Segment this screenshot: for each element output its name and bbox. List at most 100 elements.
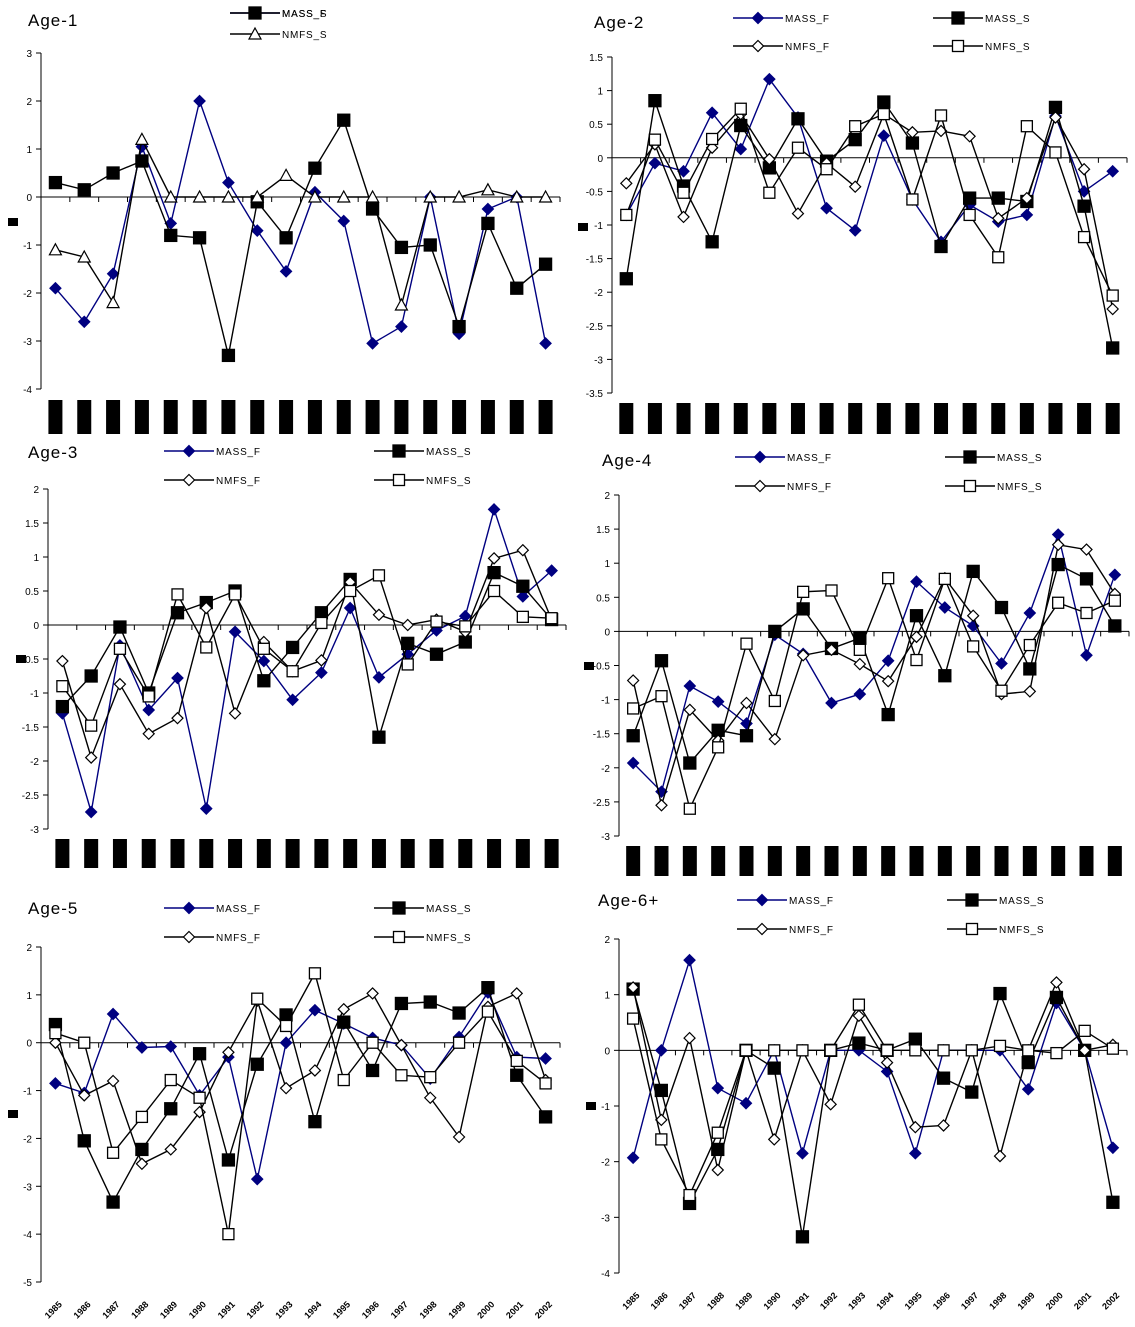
- point-nmfs-f: [937, 1119, 950, 1132]
- point-nmfs-s: [1022, 1044, 1035, 1057]
- x-tick-label-obscured: [343, 839, 358, 868]
- x-tick-label-obscured: [705, 403, 720, 434]
- point-mass-s: [962, 191, 977, 205]
- point-nmfs-s: [337, 1073, 350, 1087]
- point-mass-s: [619, 272, 633, 286]
- x-tick-label-obscured: [733, 403, 748, 434]
- point-nmfs-s: [963, 208, 976, 222]
- x-tick-label-obscured: [876, 403, 891, 434]
- x-tick-label-obscured: [767, 846, 782, 876]
- point-nmfs-s: [200, 641, 213, 654]
- series-line-nmfs-f: [54, 992, 547, 1165]
- x-tick-label-obscured: [934, 403, 949, 434]
- point-nmfs-s: [452, 189, 467, 203]
- x-tick-label-obscured: [711, 846, 726, 876]
- point-mass-s: [164, 1102, 178, 1116]
- legend-marker: [182, 930, 196, 944]
- legend-marker: [182, 901, 196, 915]
- point-mass-f: [222, 176, 235, 189]
- x-tick-label-obscured: [538, 400, 553, 434]
- point-nmfs-s: [452, 1036, 466, 1049]
- point-nmfs-s: [430, 615, 443, 628]
- legend-item-nmfs-s: NMFS_S: [230, 26, 327, 41]
- legend-label: NMFS_S: [426, 476, 471, 487]
- series-nmfs-s: [626, 998, 1120, 1202]
- point-nmfs-s: [740, 637, 753, 650]
- x-tick-label-obscured: [163, 400, 178, 434]
- y-tick-label: -1: [23, 1087, 32, 1098]
- point-nmfs-s: [538, 189, 553, 203]
- point-nmfs-s: [712, 741, 725, 754]
- point-nmfs-f: [1106, 302, 1120, 316]
- point-nmfs-s: [401, 658, 414, 671]
- point-nmfs-s: [768, 694, 781, 708]
- point-nmfs-s: [487, 584, 501, 598]
- point-nmfs-f: [164, 1143, 178, 1156]
- point-mass-s: [423, 995, 437, 1009]
- y-axis-label-glyph: [16, 655, 26, 663]
- point-nmfs-f: [655, 798, 668, 812]
- x-tick-label-obscured: [55, 839, 70, 868]
- series-line-nmfs-f: [632, 543, 1116, 809]
- x-tick-label-obscured: [192, 400, 207, 434]
- x-tick-label-obscured: [676, 403, 691, 434]
- point-mass-s: [337, 113, 351, 127]
- point-nmfs-s: [937, 1044, 950, 1057]
- point-mass-s: [767, 1061, 781, 1075]
- point-nmfs-f: [880, 1056, 894, 1069]
- point-nmfs-s: [516, 610, 529, 623]
- point-mass-f: [164, 1040, 178, 1053]
- point-nmfs-f: [677, 210, 690, 224]
- x-tick-label-obscured: [112, 839, 127, 868]
- x-tick-label-obscured: [487, 839, 502, 868]
- y-tick-label: -3: [601, 832, 610, 843]
- x-tick-label-obscured: [654, 846, 669, 876]
- x-tick-label: 1991: [216, 1299, 237, 1320]
- point-nmfs-f: [852, 1009, 866, 1023]
- y-tick-label: -0.5: [593, 662, 611, 673]
- legend-label: MASS_F: [787, 453, 832, 464]
- x-tick-label: 1987: [677, 1290, 698, 1311]
- point-nmfs-f: [711, 1163, 725, 1177]
- x-tick-label-obscured: [221, 400, 236, 434]
- series-mass-s: [626, 982, 1120, 1244]
- x-tick-label: 2002: [533, 1299, 554, 1320]
- x-tick-label-obscured: [994, 846, 1009, 876]
- point-mass-s: [1106, 341, 1120, 355]
- x-tick-label: 1991: [790, 1290, 811, 1311]
- point-nmfs-s: [705, 132, 719, 146]
- legend-marker: [755, 922, 769, 936]
- point-mass-s: [654, 1083, 668, 1098]
- point-nmfs-f: [993, 1149, 1007, 1163]
- point-mass-f: [677, 164, 690, 178]
- point-nmfs-f: [395, 1038, 408, 1052]
- point-nmfs-s: [365, 189, 380, 203]
- legend-item-nmfs-f: NMFS_F: [164, 473, 260, 487]
- point-mass-f: [711, 695, 725, 708]
- point-nmfs-s: [164, 1073, 177, 1087]
- point-mass-s: [365, 1063, 380, 1078]
- point-mass-f: [279, 1036, 293, 1050]
- point-mass-f: [1108, 568, 1122, 582]
- point-nmfs-f: [619, 176, 633, 190]
- x-tick-label-obscured: [824, 846, 839, 876]
- point-mass-s: [429, 647, 444, 661]
- legend-label: MASS_S: [426, 904, 471, 915]
- point-mass-s: [423, 238, 437, 252]
- x-tick-label: 1995: [331, 1299, 352, 1320]
- y-tick-label: 1: [604, 559, 610, 570]
- chart-panel-age-5: Age-5 -5 -4 -3 -2 -1 0 1 2 1985 1986 1987 1988 1989 19…: [8, 899, 561, 1320]
- point-nmfs-s: [934, 109, 948, 122]
- point-mass-s: [192, 231, 207, 245]
- point-nmfs-s: [545, 612, 558, 625]
- point-nmfs-f: [991, 211, 1005, 225]
- chart-panel-age-2: Age-2 -3.5 -3 -2.5 -2 -1.5 -1 -0.5 0 0.5 1 1.5 MASS_…: [578, 11, 1128, 434]
- point-nmfs-s: [880, 1044, 894, 1057]
- series-line-mass-f: [632, 532, 1116, 794]
- point-mass-s: [510, 1068, 524, 1082]
- series-nmfs-s: [48, 132, 553, 311]
- point-mass-s: [164, 228, 178, 243]
- point-nmfs-f: [315, 654, 328, 667]
- legend-item-nmfs-s: NMFS_S: [933, 39, 1030, 53]
- point-nmfs-s: [221, 189, 236, 203]
